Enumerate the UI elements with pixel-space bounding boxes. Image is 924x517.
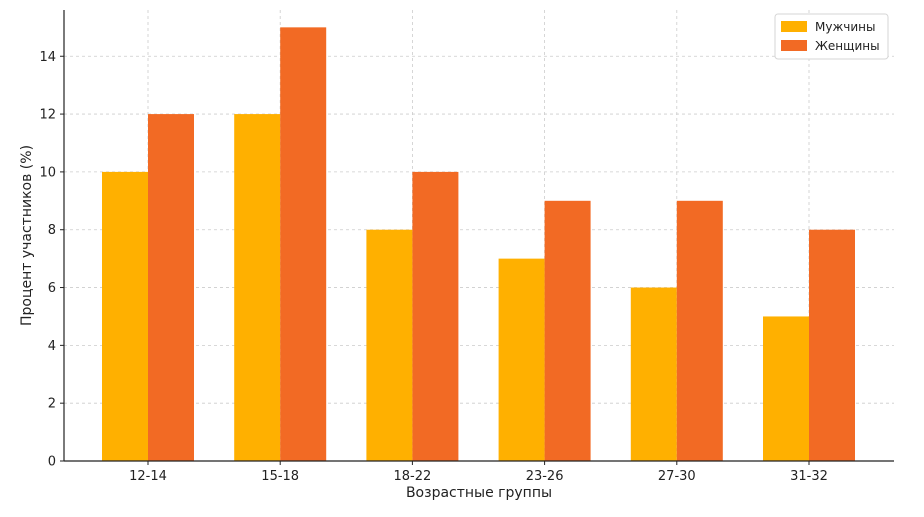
grid: [64, 10, 894, 461]
axes: [63, 10, 894, 462]
bar-men-12-14: [102, 171, 148, 461]
bar-men-27-30: [630, 287, 677, 461]
y-axis-label: Процент участников (%): [19, 145, 35, 326]
x-tick-label: 15-18: [261, 469, 299, 484]
bar-men-31-32: [763, 316, 809, 461]
y-tick-label: 12: [39, 108, 56, 123]
legend-label: Женщины: [815, 39, 880, 53]
bar-women-12-14: [148, 114, 194, 462]
legend-label: Мужчины: [815, 20, 875, 34]
bar-women-31-32: [809, 229, 855, 461]
x-tick-label: 23-26: [526, 469, 564, 484]
legend: Мужчины Женщины: [774, 13, 889, 60]
bar-men-23-26: [498, 258, 545, 461]
y-tick-label: 0: [48, 455, 56, 470]
bars: [102, 27, 855, 462]
x-tick-label: 27-30: [658, 469, 696, 484]
y-tick-label: 2: [48, 397, 56, 412]
y-tick-label: 6: [48, 281, 56, 296]
bar-women-15-18: [280, 27, 327, 461]
x-tick-label: 31-32: [790, 469, 828, 484]
x-axis-label: Возрастные группы: [406, 485, 552, 501]
x-tick-label: 18-22: [394, 469, 432, 484]
bar-women-27-30: [676, 200, 723, 462]
y-tick-label: 8: [48, 223, 56, 238]
legend-swatch: [781, 21, 807, 32]
x-tick-label: 12-14: [129, 469, 167, 484]
y-tick-label: 10: [39, 165, 56, 180]
y-tick-label: 14: [39, 50, 56, 65]
tick-labels: 0 2 4 6 8 10 12 14 12-14 15-18 18-22 23-26 27-30 31-3…: [39, 50, 827, 484]
bar-men-18-22: [366, 229, 413, 461]
bar-women-18-22: [412, 171, 459, 461]
y-tick-label: 4: [48, 339, 56, 354]
legend-swatch: [781, 40, 807, 51]
bar-women-23-26: [544, 200, 591, 462]
bar-men-15-18: [234, 114, 281, 462]
